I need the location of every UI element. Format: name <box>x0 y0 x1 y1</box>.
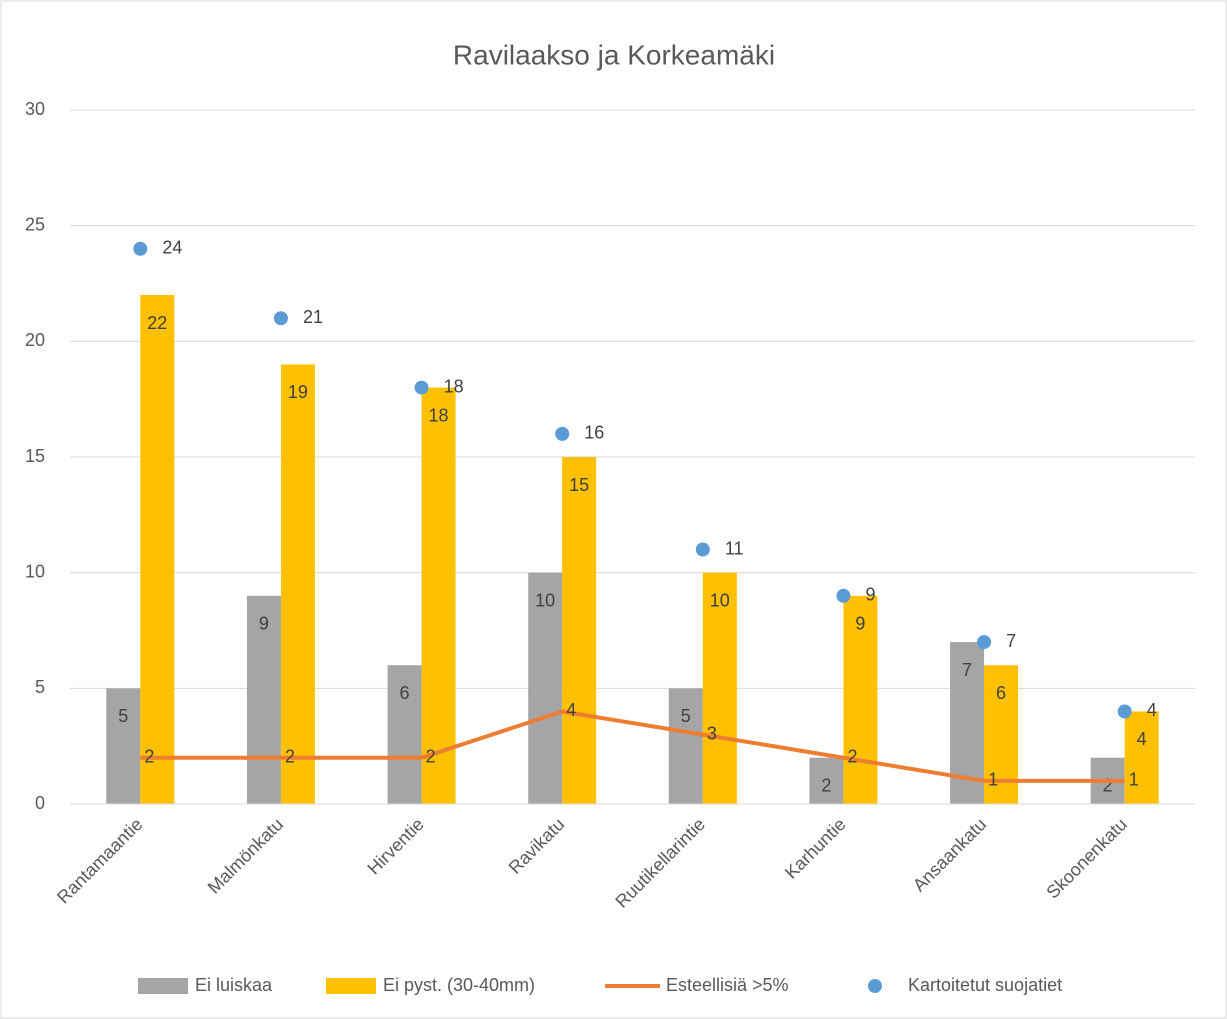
data-label: 6 <box>996 683 1006 703</box>
bar <box>106 688 141 804</box>
data-label: 2 <box>426 746 436 766</box>
y-tick-label: 25 <box>25 214 45 234</box>
data-label: 18 <box>429 405 449 425</box>
point <box>836 588 851 603</box>
data-label: 11 <box>725 538 744 558</box>
bar <box>246 595 281 804</box>
y-tick-label: 5 <box>35 677 45 697</box>
data-label: 22 <box>147 313 167 333</box>
data-label: 18 <box>444 376 464 396</box>
data-label: 4 <box>566 700 576 720</box>
y-tick-label: 15 <box>25 446 45 466</box>
data-label: 5 <box>118 706 128 726</box>
legend-label: Ei pyst. (30-40mm) <box>383 975 535 995</box>
data-label: 1 <box>988 770 998 790</box>
bar <box>809 757 844 804</box>
y-tick-label: 20 <box>25 330 45 350</box>
point <box>414 380 429 395</box>
data-label: 15 <box>569 475 589 495</box>
data-label: 4 <box>1147 700 1157 720</box>
data-label: 3 <box>707 723 717 743</box>
point <box>555 426 570 441</box>
bar <box>702 572 737 804</box>
data-label: 6 <box>400 683 410 703</box>
data-label: 2 <box>144 746 154 766</box>
data-label: 2 <box>821 775 831 795</box>
bar <box>280 364 315 804</box>
chart-title: Ravilaakso ja Korkeamäki <box>453 39 775 70</box>
y-tick-label: 10 <box>25 561 45 581</box>
y-tick-label: 0 <box>35 793 45 813</box>
bar <box>843 595 878 804</box>
bar <box>421 387 456 804</box>
line <box>140 709 1125 783</box>
point <box>695 542 710 557</box>
data-label: 4 <box>1137 729 1147 749</box>
data-label: 2 <box>1103 775 1113 795</box>
data-label: 21 <box>303 307 323 327</box>
bar <box>140 295 175 804</box>
legend-swatch <box>868 979 882 993</box>
point <box>1117 704 1132 719</box>
bar <box>1124 711 1159 804</box>
legend-label: Kartoitetut suojatiet <box>908 975 1062 995</box>
data-label: 5 <box>681 706 691 726</box>
legend-swatch <box>326 978 376 994</box>
point <box>273 311 288 326</box>
bar <box>562 457 597 804</box>
data-label: 9 <box>259 614 269 634</box>
data-label: 10 <box>535 590 555 610</box>
bar <box>668 688 703 804</box>
bar <box>528 572 563 804</box>
data-label: 7 <box>962 660 972 680</box>
data-label: 1 <box>1129 770 1139 790</box>
data-label: 19 <box>288 382 308 402</box>
data-label: 24 <box>162 238 182 258</box>
bar <box>387 665 422 804</box>
legend-label: Esteellisiä >5% <box>666 975 789 995</box>
legend-label: Ei luiskaa <box>195 975 273 995</box>
data-label: 9 <box>855 614 865 634</box>
point <box>133 241 148 256</box>
data-label: 16 <box>584 423 604 443</box>
data-label: 2 <box>285 746 295 766</box>
legend-swatch <box>138 978 188 994</box>
data-label: 9 <box>865 585 875 605</box>
data-label: 2 <box>847 746 857 766</box>
data-label: 10 <box>710 590 730 610</box>
y-tick-label: 30 <box>25 99 45 119</box>
data-label: 7 <box>1006 631 1016 651</box>
point <box>977 635 992 650</box>
